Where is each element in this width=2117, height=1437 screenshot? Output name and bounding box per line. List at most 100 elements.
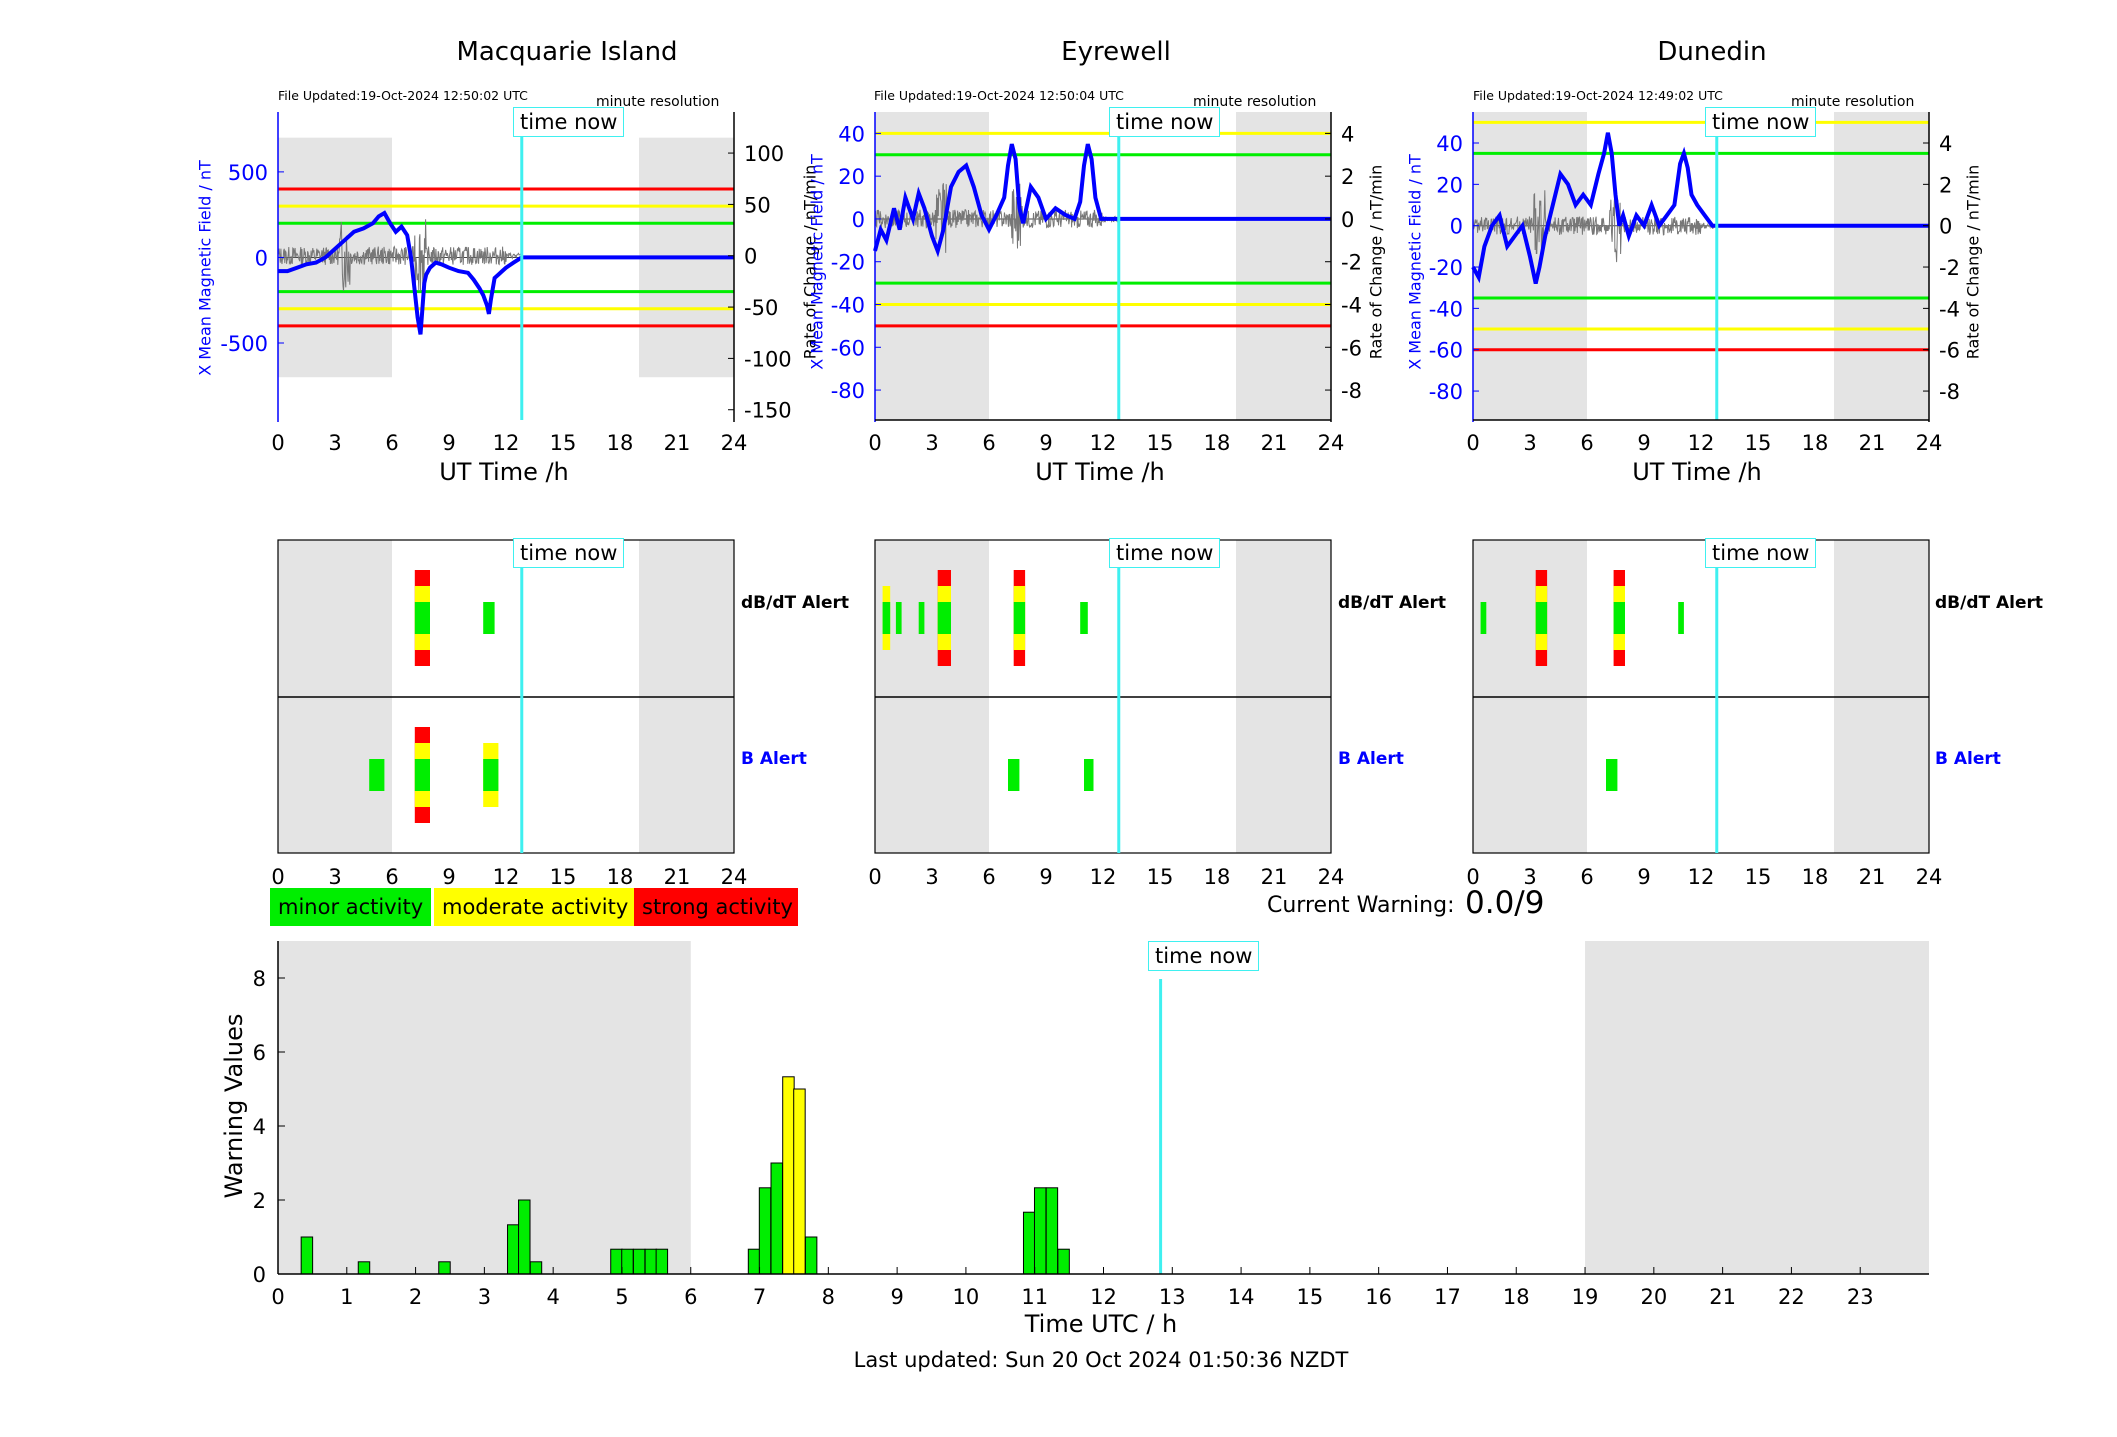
time-now-marker-eyrewell: time now [1109, 107, 1221, 137]
warning-x-tick-label: 8 [822, 1285, 835, 1309]
left-tick-label-dunedin: -40 [1429, 297, 1463, 321]
warning-x-tick-label: 16 [1365, 1285, 1392, 1309]
warning-bar [632, 1248, 646, 1275]
resolution-eyrewell: minute resolution [1193, 94, 1317, 110]
alert-x-tick-label-macquarie: 9 [442, 865, 455, 889]
x-tick-label-macquarie: 24 [721, 431, 748, 455]
warning-y-tick-label: 8 [253, 967, 266, 991]
left-tick-label-macquarie: 0 [255, 246, 268, 270]
x-tick-label-dunedin: 15 [1745, 431, 1772, 455]
x-tick-label-macquarie: 15 [550, 431, 577, 455]
file-updated-macquarie: File Updated:19-Oct-2024 12:50:02 UTC [278, 88, 528, 103]
x-tick-label-macquarie: 18 [607, 431, 634, 455]
left-tick-label-eyrewell: 20 [838, 165, 865, 189]
warning-x-tick-label: 3 [478, 1285, 491, 1309]
b-alert-bar-macquarie-1-minor [414, 759, 430, 791]
warning-x-tick-label: 2 [409, 1285, 422, 1309]
warning-night-shade-1 [1585, 941, 1929, 1274]
resolution-macquarie: minute resolution [596, 94, 720, 110]
warning-bar [610, 1248, 623, 1275]
warning-bar [438, 1261, 451, 1275]
right-tick-label-dunedin: -4 [1939, 297, 1960, 321]
current-warning-label: Current Warning: [1267, 893, 1455, 918]
left-tick-label-eyrewell: 0 [852, 208, 865, 232]
warning-x-tick-label: 17 [1434, 1285, 1461, 1309]
warning-x-tick-label: 18 [1503, 1285, 1530, 1309]
right-tick-label-eyrewell: -2 [1341, 251, 1362, 275]
warning-x-tick-label: 12 [1090, 1285, 1117, 1309]
night-shade-eyrewell-1 [1236, 112, 1331, 420]
right-tick-label-eyrewell: 0 [1341, 208, 1354, 232]
b-alert-label-dunedin: B Alert [1935, 749, 2001, 769]
warning-bar [1045, 1187, 1059, 1275]
left-tick-label-macquarie: -500 [220, 332, 268, 356]
alert-x-tick-label-macquarie: 3 [328, 865, 341, 889]
b-alert-label-macquarie: B Alert [741, 749, 807, 769]
warning-x-tick-label: 15 [1297, 1285, 1324, 1309]
alert-x-tick-label-eyrewell: 0 [868, 865, 881, 889]
dbdt-alert-bar-dunedin-0-minor [1480, 602, 1487, 634]
warning-x-tick-label: 10 [953, 1285, 980, 1309]
warning-bar [507, 1224, 520, 1275]
warning-bar [1022, 1211, 1036, 1275]
warning-y-tick-label: 6 [253, 1041, 266, 1065]
alert-x-tick-label-macquarie: 6 [385, 865, 398, 889]
alert-x-tick-label-eyrewell: 9 [1039, 865, 1052, 889]
night-shade-dunedin-1 [1834, 112, 1929, 420]
warning-x-tick-label: 22 [1778, 1285, 1805, 1309]
alert-x-tick-label-dunedin: 9 [1637, 865, 1650, 889]
x-tick-label-macquarie: 12 [493, 431, 520, 455]
dbdt-alert-bar-eyrewell-2-minor [918, 602, 925, 634]
warning-bar [529, 1261, 543, 1275]
warning-y-tick-label: 4 [253, 1115, 266, 1139]
b-alert-label-eyrewell: B Alert [1338, 749, 1404, 769]
station-title-eyrewell: Eyrewell [1061, 37, 1171, 67]
x-tick-label-dunedin: 0 [1466, 431, 1479, 455]
field-series-eyrewell [873, 143, 1331, 258]
time-now-marker-alert-dunedin: time now [1705, 538, 1817, 568]
x-tick-label-eyrewell: 24 [1318, 431, 1345, 455]
dbdt-alert-bar-eyrewell-0-minor [882, 602, 891, 634]
warning-x-tick-label: 7 [753, 1285, 766, 1309]
file-updated-eyrewell: File Updated:19-Oct-2024 12:50:04 UTC [874, 88, 1124, 103]
right-tick-label-macquarie: 100 [744, 142, 784, 166]
alert-x-tick-label-dunedin: 24 [1916, 865, 1943, 889]
alert-x-tick-label-macquarie: 21 [664, 865, 691, 889]
right-tick-label-dunedin: 2 [1939, 173, 1952, 197]
warning-y-tick-label: 0 [253, 1263, 266, 1287]
warning-bar [747, 1248, 761, 1275]
warning-bar [357, 1261, 371, 1275]
time-now-marker-macquarie: time now [513, 107, 625, 137]
rate-of-change-series-macquarie [277, 219, 522, 291]
x-tick-label-eyrewell: 0 [868, 431, 881, 455]
warning-bar [621, 1248, 634, 1275]
dbdt-alert-bar-macquarie-0-minor [414, 602, 430, 634]
left-tick-label-dunedin: -20 [1429, 256, 1463, 280]
alert-x-tick-label-macquarie: 12 [493, 865, 520, 889]
alert-x-tick-label-eyrewell: 21 [1261, 865, 1288, 889]
right-tick-label-dunedin: 4 [1939, 132, 1952, 156]
alert-x-tick-label-dunedin: 0 [1466, 865, 1479, 889]
file-updated-dunedin: File Updated:19-Oct-2024 12:49:02 UTC [1473, 88, 1723, 103]
warning-bar [758, 1187, 772, 1275]
alert-x-tick-label-eyrewell: 12 [1090, 865, 1117, 889]
left-axis-title-dunedin: X Mean Magnetic Field / nT [1405, 154, 1425, 370]
warning-bar [770, 1162, 783, 1275]
legend-strong: strong activity [634, 888, 798, 926]
right-tick-label-eyrewell: -8 [1341, 379, 1362, 403]
alert-x-tick-label-eyrewell: 24 [1318, 865, 1345, 889]
ut-time-label-macquarie: UT Time /h [439, 458, 569, 486]
right-tick-label-eyrewell: -6 [1341, 336, 1362, 360]
x-tick-label-dunedin: 3 [1523, 431, 1536, 455]
x-tick-label-eyrewell: 3 [925, 431, 938, 455]
warning-x-tick-label: 20 [1640, 1285, 1667, 1309]
x-tick-label-eyrewell: 6 [982, 431, 995, 455]
alert-x-tick-label-dunedin: 12 [1688, 865, 1715, 889]
b-alert-bar-dunedin-0-minor [1606, 759, 1618, 791]
dbdt-alert-label-macquarie: dB/dT Alert [741, 593, 850, 613]
x-tick-label-eyrewell: 18 [1204, 431, 1231, 455]
dbdt-alert-bar-dunedin-1-minor [1535, 602, 1548, 634]
legend-minor: minor activity [270, 888, 431, 926]
b-alert-bar-eyrewell-0-minor [1008, 759, 1020, 791]
